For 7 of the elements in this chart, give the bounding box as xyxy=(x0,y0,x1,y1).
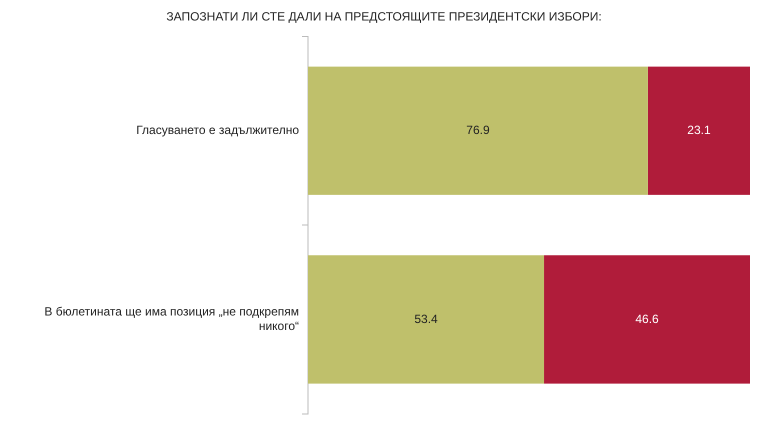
y-tick-label: В бюлетината ще има позиция „не подкрепям никого“ xyxy=(44,304,300,333)
data-label: 76.9 xyxy=(466,123,490,138)
data-label: 53.4 xyxy=(414,312,438,326)
chart-title: ЗАПОЗНАТИ ЛИ СТЕ ДАЛИ НА ПРЕДСТОЯЩИТЕ ПРЕЗИДЕНТСКИ ИЗБОРИ: xyxy=(166,10,602,24)
y-tick-label: Гласуването е задължително xyxy=(136,123,300,138)
data-label: 23.1 xyxy=(687,123,711,138)
data-label: 46.6 xyxy=(635,312,660,326)
